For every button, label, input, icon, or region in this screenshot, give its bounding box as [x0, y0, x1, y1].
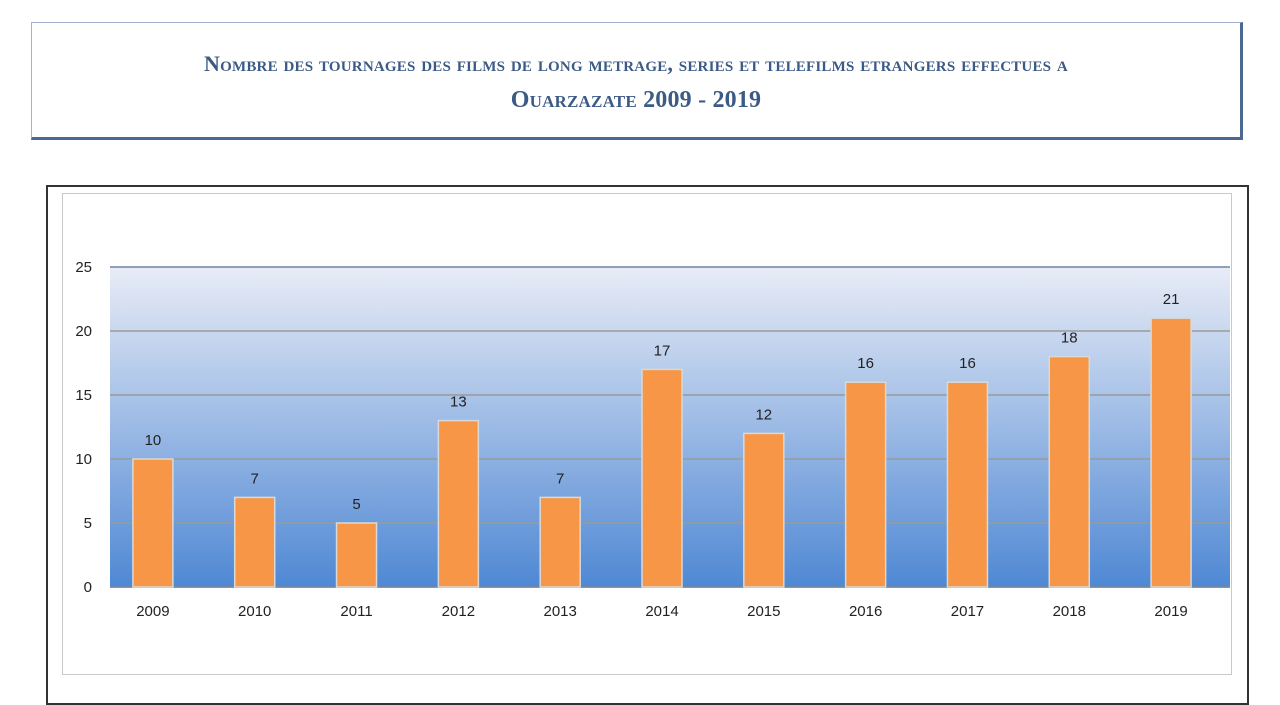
y-tick-label: 20	[75, 323, 92, 340]
data-label: 17	[654, 342, 671, 359]
bar	[743, 432, 785, 588]
x-tick-label: 2017	[951, 603, 984, 620]
bar	[132, 458, 174, 588]
data-label: 10	[145, 432, 162, 449]
data-label: 7	[556, 470, 564, 487]
data-label: 18	[1061, 330, 1078, 347]
y-tick-label: 0	[84, 579, 92, 596]
bar	[437, 419, 480, 588]
x-tick-label: 2015	[747, 603, 780, 620]
chart-title-line2: Ouarzazate 2009 - 2019	[510, 87, 762, 113]
y-tick-label: 25	[75, 259, 92, 276]
x-tick-label: 2010	[238, 603, 271, 620]
x-tick-label: 2009	[136, 603, 169, 620]
bar	[1150, 317, 1192, 588]
y-tick-label: 5	[84, 515, 92, 532]
bar	[641, 368, 683, 588]
title-box: Nombre des tournages des films de long m…	[31, 22, 1243, 140]
bar	[233, 496, 276, 588]
data-label: 12	[755, 406, 772, 423]
x-tick-label: 2011	[340, 603, 372, 620]
x-tick-label: 2013	[543, 603, 576, 620]
x-tick-label: 2016	[849, 603, 882, 620]
chart-area-border	[62, 193, 1232, 675]
y-tick-label: 10	[75, 451, 92, 468]
bar	[335, 522, 378, 588]
x-tick-label: 2019	[1154, 603, 1187, 620]
y-tick-label: 15	[75, 387, 92, 404]
data-label: 7	[251, 470, 259, 487]
bar	[1048, 355, 1091, 588]
data-label: 16	[959, 355, 976, 372]
bar	[539, 496, 581, 588]
data-label: 13	[450, 394, 467, 411]
data-label: 5	[352, 496, 360, 513]
chart-title-line1: Nombre des tournages des films de long m…	[204, 51, 1068, 76]
bar	[844, 381, 887, 588]
data-label: 16	[857, 355, 874, 372]
bar	[946, 381, 989, 588]
data-label: 21	[1163, 291, 1180, 308]
x-tick-label: 2018	[1053, 603, 1086, 620]
x-tick-label: 2014	[645, 603, 678, 620]
x-tick-label: 2012	[442, 603, 475, 620]
